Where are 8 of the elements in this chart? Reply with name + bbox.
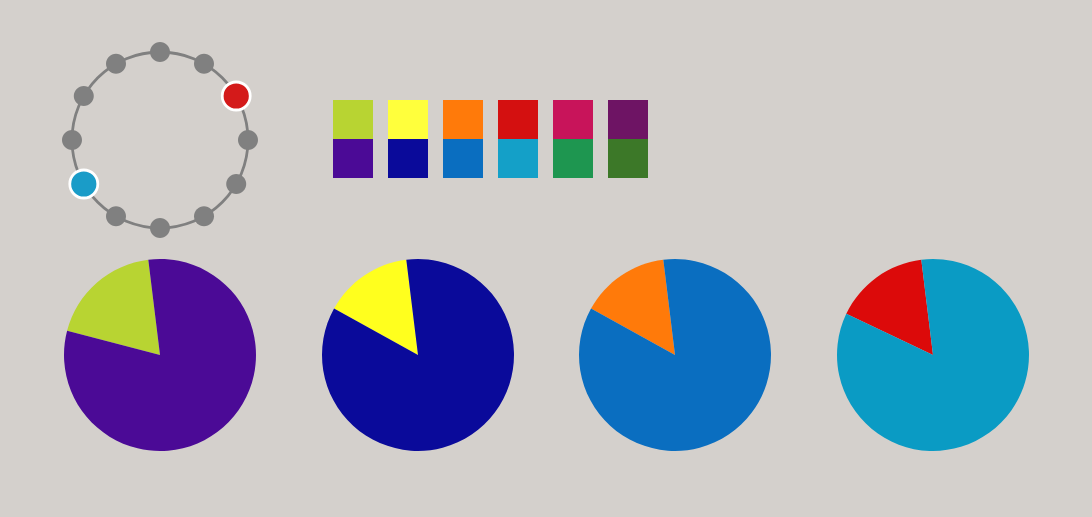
pie-slice (67, 259, 160, 355)
pie-slice (322, 259, 514, 451)
pie-slice (837, 259, 1029, 451)
pie-slice (591, 259, 675, 355)
pie-slice (846, 259, 933, 355)
pie-slice (579, 259, 771, 451)
pie-slice (64, 259, 256, 451)
pie-slice (334, 259, 418, 355)
